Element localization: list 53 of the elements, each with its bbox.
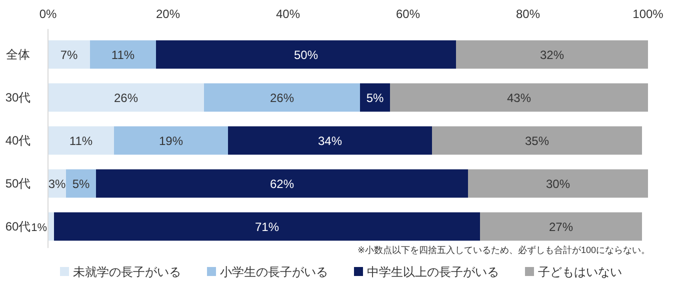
bar — [468, 169, 648, 198]
bar — [228, 126, 432, 155]
data-label: 5% — [366, 91, 384, 105]
x-tick-label: 100% — [632, 7, 664, 21]
data-label: 1% — [31, 222, 48, 234]
legend-label: 小学生の長子がいる — [220, 265, 328, 279]
bar — [360, 83, 390, 112]
data-label: 43% — [506, 91, 532, 105]
bar — [480, 212, 642, 241]
data-label: 27% — [548, 220, 574, 234]
bar — [48, 40, 90, 69]
x-tick-label: 40% — [276, 7, 300, 21]
data-label: 26% — [270, 91, 294, 105]
bar — [432, 126, 642, 155]
data-label: 32% — [540, 48, 564, 62]
data-label: 62% — [270, 177, 294, 191]
data-label: 5% — [72, 177, 90, 191]
y-tick-label: 60代 — [5, 220, 31, 234]
bar — [54, 212, 480, 241]
data-label: 7% — [60, 48, 78, 62]
bar — [48, 126, 114, 155]
y-tick-label: 30代 — [5, 90, 31, 104]
bar — [156, 40, 456, 69]
annotation: ※小数点以下を四捨五入しているため、必ずしも合計が100にならない。 — [357, 245, 650, 255]
y-tick-label: 全体 — [6, 48, 30, 62]
data-label: 34% — [318, 134, 342, 148]
legend-label: 中学生以上の長子がいる — [367, 265, 499, 279]
bar — [114, 126, 228, 155]
y-tick-label: 40代 — [5, 134, 31, 148]
bar — [204, 83, 360, 112]
x-tick-label: 80% — [516, 7, 540, 21]
x-tick-label: 20% — [156, 7, 180, 21]
bar — [66, 169, 96, 198]
y-tick-label: 50代 — [5, 176, 31, 190]
data-label: 30% — [546, 177, 570, 191]
data-label: 11% — [111, 48, 135, 62]
x-tick-label: 60% — [396, 7, 420, 21]
bar — [96, 169, 468, 198]
data-label: 19% — [158, 134, 184, 148]
legend-label: 子どもはいない — [538, 265, 622, 279]
bar — [48, 83, 204, 112]
data-label: 50% — [294, 48, 318, 62]
data-label: 71% — [254, 220, 280, 234]
bar — [48, 212, 54, 241]
legend-label: 未就学の長子がいる — [73, 265, 181, 279]
data-label: 11% — [69, 134, 93, 148]
bar — [390, 83, 648, 112]
data-label: 35% — [524, 134, 550, 148]
bar — [456, 40, 648, 69]
data-label: 26% — [114, 91, 138, 105]
bar — [90, 40, 156, 69]
data-label: 3% — [48, 177, 66, 191]
x-tick-label: 0% — [39, 7, 57, 21]
